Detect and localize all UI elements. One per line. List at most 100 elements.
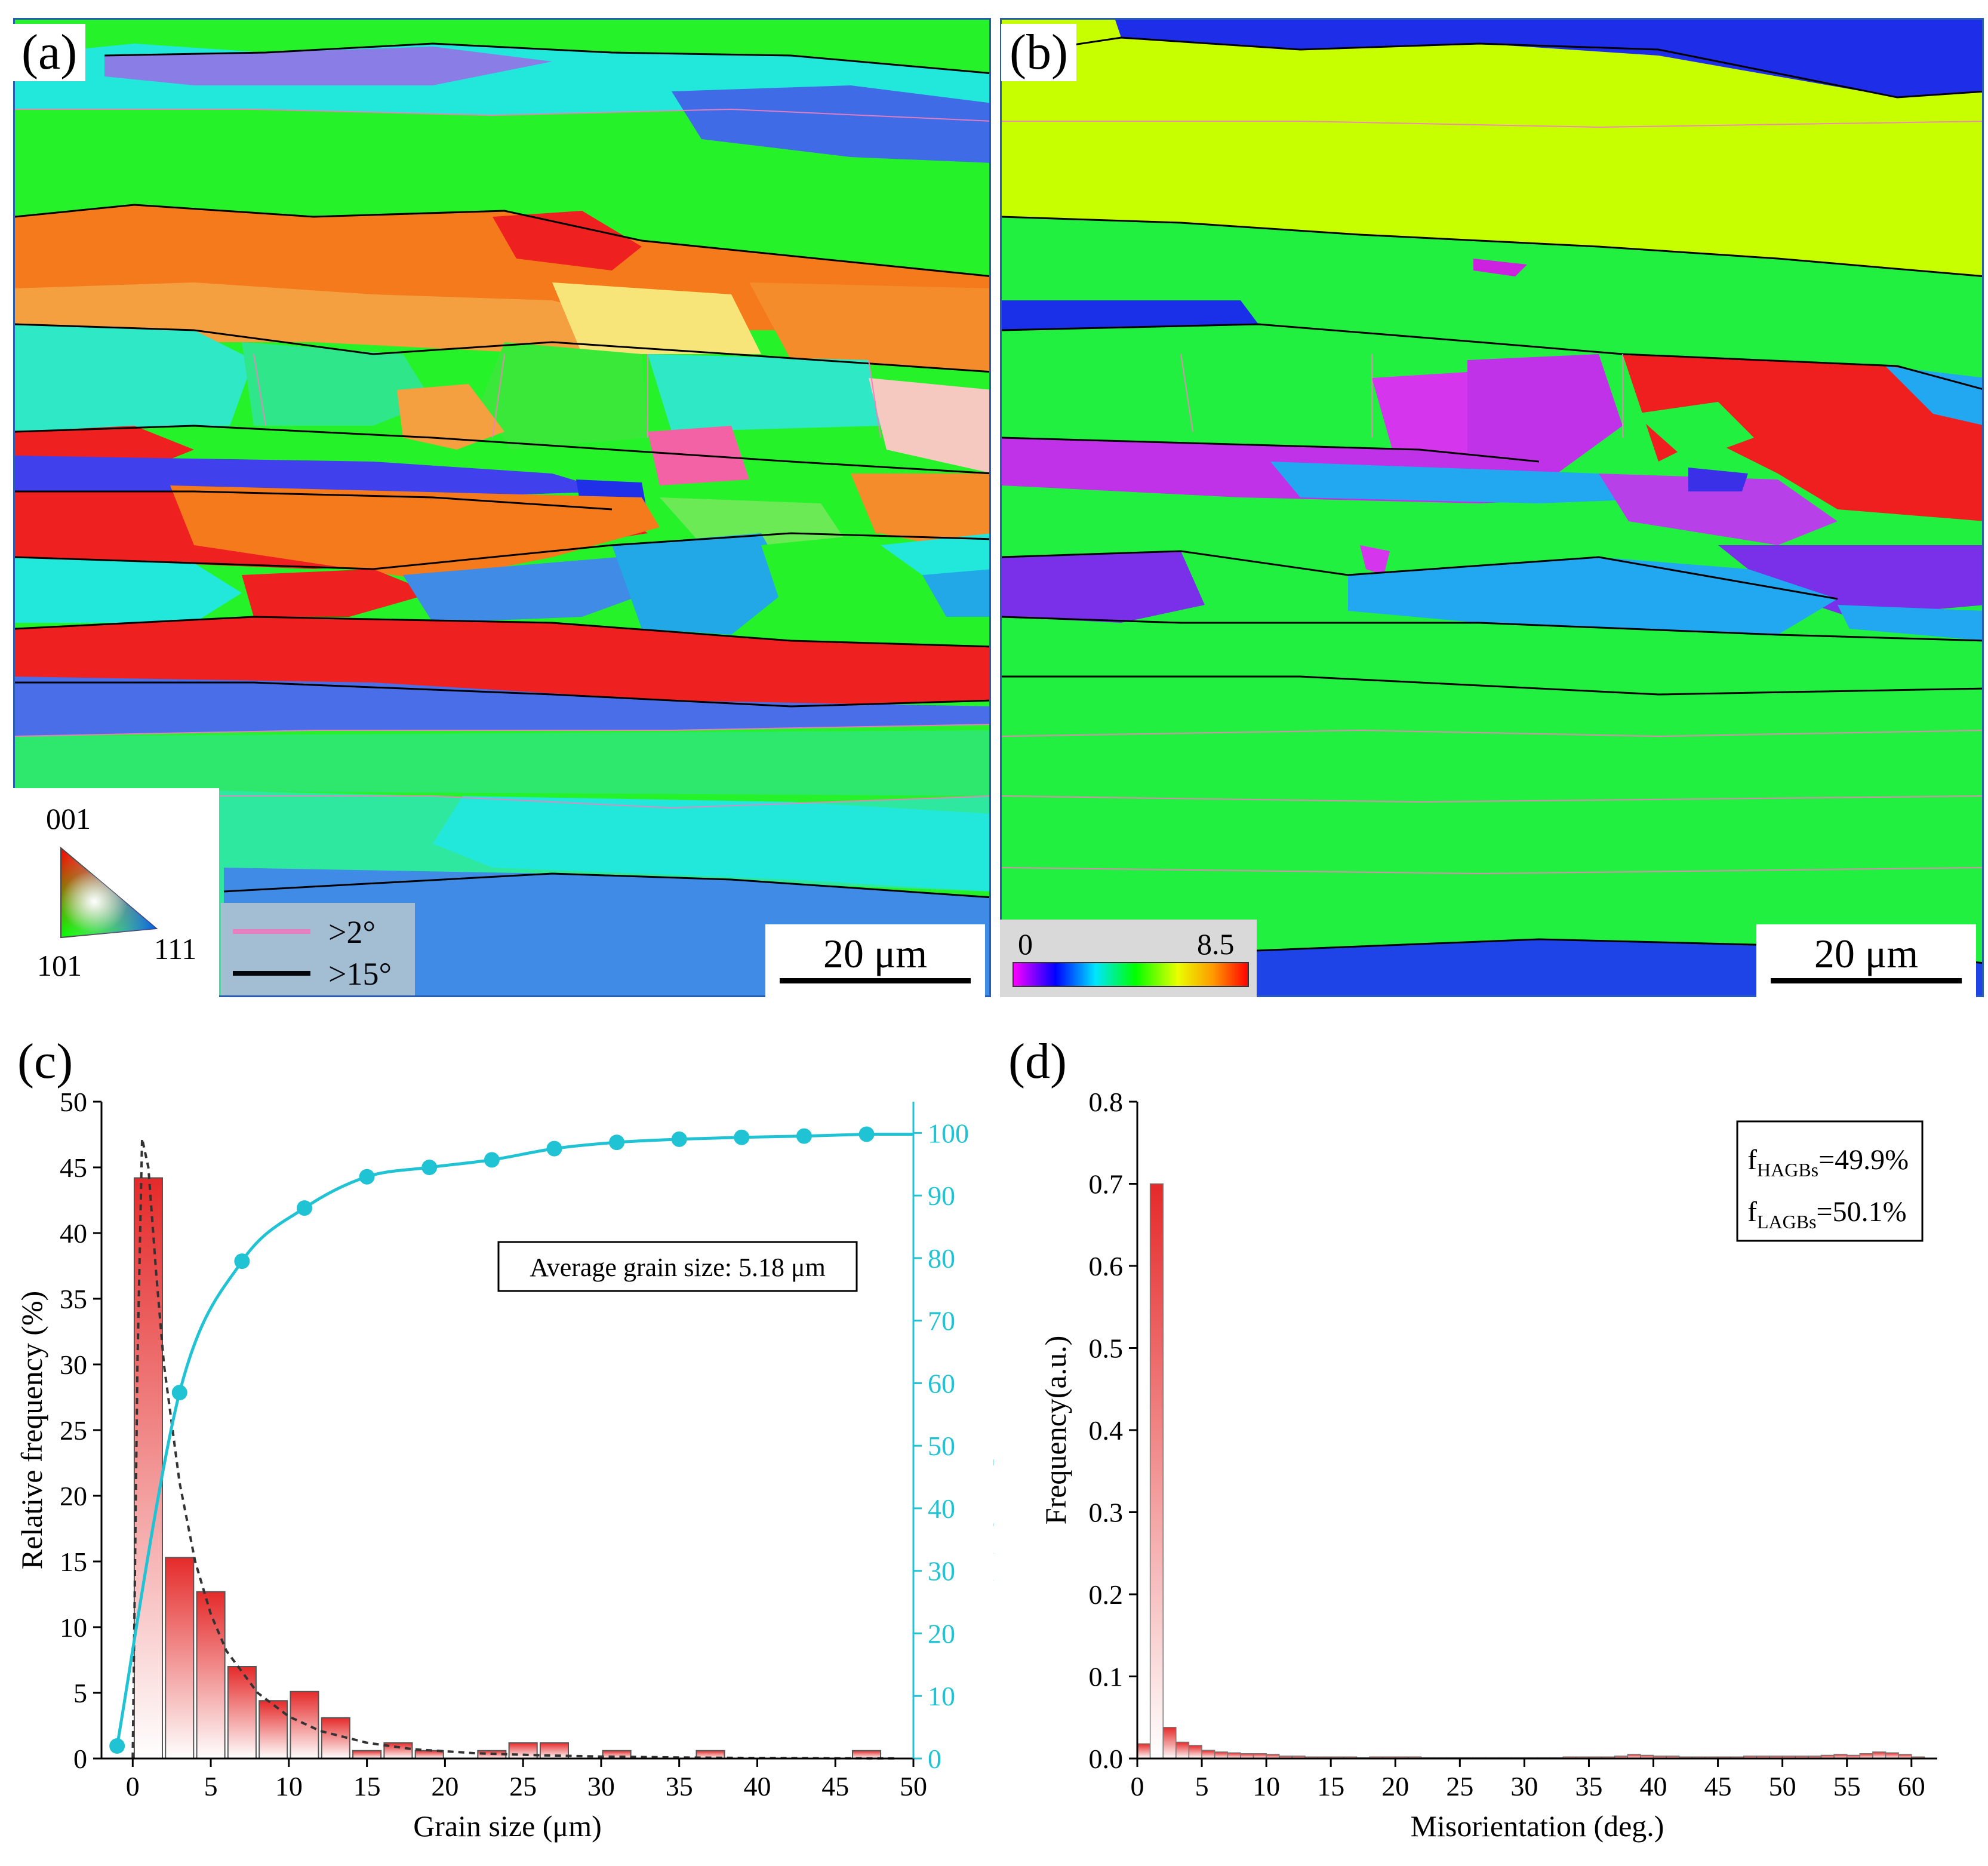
y2-tick-label: 70: [928, 1306, 955, 1336]
x-tick-label: 20: [431, 1771, 458, 1802]
cumulative-frequency-point: [734, 1129, 750, 1145]
cumulative-frequency-point: [421, 1160, 438, 1175]
panel-a-label: (a): [13, 24, 86, 81]
boundary-legend: >2° >15°: [221, 903, 415, 995]
y-tick-label: 15: [60, 1547, 87, 1577]
panel-a: (a) 001 101 111: [0, 0, 991, 1003]
ipf-key-bottom-right-label: 111: [154, 932, 197, 966]
y2-tick-label: 90: [928, 1181, 955, 1211]
y-tick-label: 10: [60, 1612, 87, 1643]
ipf-color-key: 001 101 111: [13, 788, 219, 997]
misorientation-bar: [1149, 1183, 1164, 1759]
kam-color-bar: [1013, 962, 1249, 987]
y-axis-title: Relative frequency (%): [15, 1291, 48, 1569]
x-tick-label: 25: [509, 1771, 537, 1802]
y-tick-label: 0.1: [1089, 1662, 1124, 1692]
scale-bar-b: 20 μm: [1756, 924, 1976, 997]
x-axis-title: Grain size (μm): [413, 1809, 602, 1843]
y-tick-label: 0.5: [1089, 1333, 1124, 1364]
scale-bar-b-line: [1771, 978, 1962, 983]
misorientation-bar: [1175, 1741, 1190, 1759]
x-tick-label: 25: [1446, 1771, 1473, 1802]
ipf-triangle-icon: [60, 846, 158, 939]
y-tick-label: 40: [60, 1218, 87, 1249]
x-tick-label: 55: [1833, 1771, 1861, 1802]
y-tick-label: 0.4: [1089, 1415, 1124, 1446]
grain-size-bar: [196, 1591, 226, 1759]
x-tick-label: 60: [1898, 1771, 1925, 1802]
distribution-fit-curve: [131, 1138, 898, 1760]
cumulative-frequency-point: [234, 1253, 250, 1269]
x-tick-label: 10: [275, 1771, 303, 1802]
cumulative-frequency-point: [858, 1126, 875, 1142]
y-tick-label: 5: [73, 1678, 87, 1708]
x-tick-label: 0: [126, 1771, 140, 1802]
y2-tick-label: 10: [928, 1681, 955, 1711]
x-tick-label: 20: [1381, 1771, 1409, 1802]
x-tick-label: 15: [1317, 1771, 1344, 1802]
y-tick-label: 0: [73, 1744, 87, 1774]
boundary-legend-lines: [233, 929, 310, 976]
panel-c: (c) 0 5 10 15 20 25 30 35 40 45 50 0 10 20 30 40 50 60 70 8…: [0, 1015, 1027, 1863]
scale-bar-a-text: 20 μm: [823, 931, 928, 976]
cumulative-frequency-point: [171, 1385, 187, 1401]
y-tick-label: 30: [60, 1349, 87, 1380]
x-tick-label: 0: [1131, 1771, 1144, 1802]
boundary-fraction-box: [1736, 1120, 1924, 1242]
grain-size-bar: [508, 1742, 538, 1759]
x-tick-label: 30: [587, 1771, 615, 1802]
panel-d-label: (d): [1000, 1033, 1075, 1090]
cumulative-frequency-point: [546, 1140, 562, 1157]
y-tick-label: 45: [60, 1152, 87, 1183]
cumulative-frequency-point: [484, 1152, 500, 1168]
y2-tick-label: 0: [928, 1744, 941, 1774]
y-tick-label: 35: [60, 1284, 87, 1314]
grain-size-bar: [258, 1700, 288, 1759]
low-angle-boundary-label: >2°: [328, 914, 376, 950]
x-axis-title: Misorientation (deg.): [1411, 1809, 1664, 1843]
cumulative-frequency-point: [671, 1131, 687, 1147]
y2-tick-label: 40: [928, 1493, 955, 1524]
scale-bar-a-line: [780, 978, 971, 983]
average-grain-size-label: Average grain size: 5.18 μm: [530, 1253, 826, 1282]
lagb-fraction-label: fLAGBs=50.1%: [1747, 1196, 1907, 1232]
grain-size-bar: [352, 1750, 382, 1760]
y-tick-label: 20: [60, 1481, 87, 1511]
panel-b-label: (b): [1001, 24, 1076, 81]
y2-tick-label: 80: [928, 1243, 955, 1274]
panel-d: (d) 0.0 0.1 0.2 0.3 0.4 0.5 0.6 0.7 0.8 0 5 10 15 20 2…: [994, 1015, 1988, 1863]
grain-size-chart: 0510152025303540455001020304050607080901…: [15, 1087, 1027, 1843]
y-tick-label: 0.3: [1089, 1498, 1124, 1528]
x-tick-label: 40: [1640, 1771, 1667, 1802]
panel-b: (b) 0 8.5 20 μm: [994, 0, 1988, 1003]
cumulative-frequency-point: [796, 1128, 812, 1144]
grain-size-bar: [133, 1177, 164, 1760]
y2-tick-label: 50: [928, 1431, 955, 1461]
panel-c-label: (c): [9, 1033, 82, 1090]
scale-bar-a: 20 μm: [765, 924, 985, 997]
misorientation-bar: [1137, 1743, 1151, 1759]
kam-map-image: [1002, 20, 1982, 995]
x-tick-label: 45: [1704, 1771, 1732, 1802]
x-tick-label: 5: [204, 1771, 218, 1802]
cumulative-frequency-point: [109, 1738, 125, 1754]
x-tick-label: 15: [353, 1771, 381, 1802]
x-tick-label: 35: [666, 1771, 693, 1802]
x-tick-label: 5: [1195, 1771, 1209, 1802]
ipf-key-bottom-left-label: 101: [37, 949, 82, 982]
kam-key-min-label: 0: [1018, 927, 1033, 961]
cumulative-frequency-line: [115, 1132, 914, 1747]
y-tick-label: 0.7: [1089, 1169, 1124, 1200]
y-tick-label: 0.8: [1089, 1087, 1124, 1117]
y2-tick-label: 20: [928, 1618, 955, 1649]
y-tick-label: 0.2: [1089, 1579, 1124, 1610]
y2-tick-label: 100: [928, 1118, 969, 1148]
misorientation-bar: [1162, 1727, 1177, 1759]
y-tick-label: 0.6: [1089, 1251, 1124, 1281]
y-tick-label: 25: [60, 1415, 87, 1446]
y2-tick-label: 30: [928, 1556, 955, 1587]
x-tick-label: 30: [1510, 1771, 1538, 1802]
high-angle-boundary-label: >15°: [328, 956, 392, 992]
misorientation-bar: [1188, 1745, 1202, 1759]
x-tick-label: 40: [743, 1771, 771, 1802]
